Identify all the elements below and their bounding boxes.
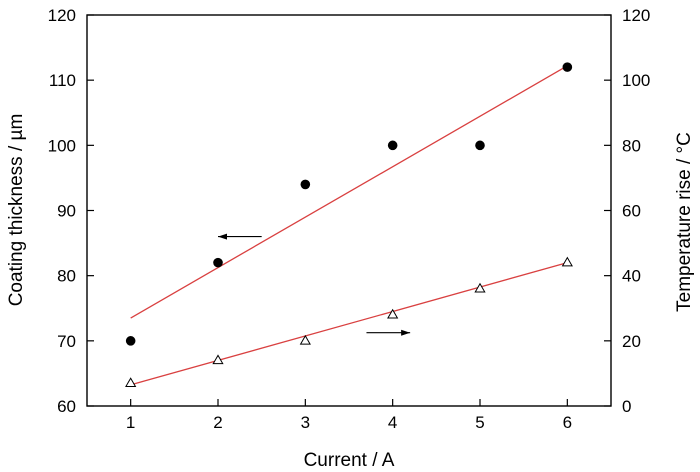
y-left-tick-label: 100 xyxy=(48,136,76,155)
temperature-point xyxy=(125,377,137,387)
temperature-point xyxy=(299,334,311,345)
x-tick-label: 2 xyxy=(213,413,222,432)
y-axis-title-left: Coating thickness / µm xyxy=(6,114,27,307)
y-right-tick-label: 100 xyxy=(622,71,650,90)
fit-layer xyxy=(130,65,568,386)
y-right-tick-label: 80 xyxy=(622,136,641,155)
thickness-point xyxy=(213,257,223,268)
y-left-tick-label: 90 xyxy=(57,202,76,221)
y-left-tick-label: 120 xyxy=(48,6,76,25)
arrow-layer xyxy=(218,233,411,336)
thickness-point xyxy=(125,336,136,346)
x-tick-label: 1 xyxy=(126,413,135,432)
axis-arrow-head-left xyxy=(218,233,227,240)
y-right-tick-label: 120 xyxy=(622,6,650,25)
temperature-point xyxy=(561,256,573,267)
x-axis-title: Current / A xyxy=(304,450,395,471)
temperature-point xyxy=(474,282,486,293)
x-tick-label: 5 xyxy=(475,413,484,432)
y-axis-title-right: Temperature rise / °C xyxy=(674,132,695,312)
thickness-point xyxy=(562,62,573,72)
y-left-tick-label: 80 xyxy=(57,267,76,286)
ticks-layer: 1 2 3 4 5 6 60 70 80 90 100 110 120 0 20 40 60 80 100 120 xyxy=(48,6,651,432)
y-left-tick-label: 70 xyxy=(57,332,76,351)
temperature-point xyxy=(387,308,399,319)
y-right-tick-label: 60 xyxy=(622,202,641,221)
thickness-point xyxy=(475,140,485,151)
x-tick-label: 3 xyxy=(301,413,310,432)
plot-frame xyxy=(86,14,612,407)
marker-layer xyxy=(125,62,573,387)
y-right-tick-label: 20 xyxy=(622,332,641,351)
temperature-point xyxy=(212,354,224,365)
y-right-tick-label: 40 xyxy=(622,267,641,286)
y-left-tick-label: 60 xyxy=(57,397,76,416)
thickness-point xyxy=(300,179,311,190)
fit-line-right xyxy=(130,262,568,386)
x-tick-label: 4 xyxy=(388,413,397,432)
fit-line-left xyxy=(130,65,568,319)
y-right-tick-label: 0 xyxy=(622,397,631,416)
x-tick-label: 6 xyxy=(563,413,572,432)
y-left-tick-label: 110 xyxy=(49,71,76,90)
axis-arrow-head-right xyxy=(401,329,411,336)
thickness-point xyxy=(387,140,398,151)
